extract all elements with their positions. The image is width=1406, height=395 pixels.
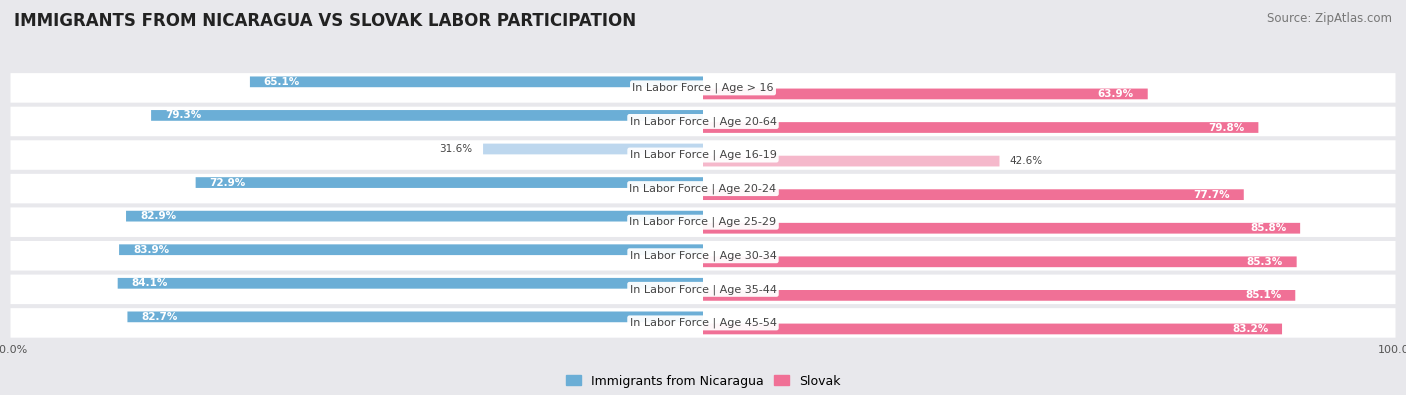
- Text: 82.7%: 82.7%: [142, 312, 177, 322]
- FancyBboxPatch shape: [118, 278, 703, 289]
- Text: In Labor Force | Age 45-54: In Labor Force | Age 45-54: [630, 318, 776, 328]
- Text: 85.1%: 85.1%: [1246, 290, 1281, 300]
- FancyBboxPatch shape: [150, 110, 703, 121]
- FancyBboxPatch shape: [703, 122, 1258, 133]
- Text: 82.9%: 82.9%: [141, 211, 176, 221]
- Text: 83.2%: 83.2%: [1232, 324, 1268, 334]
- FancyBboxPatch shape: [484, 144, 703, 154]
- FancyBboxPatch shape: [10, 207, 1396, 237]
- Text: In Labor Force | Age 35-44: In Labor Force | Age 35-44: [630, 284, 776, 295]
- Text: In Labor Force | Age > 16: In Labor Force | Age > 16: [633, 83, 773, 93]
- Text: 31.6%: 31.6%: [440, 144, 472, 154]
- FancyBboxPatch shape: [195, 177, 703, 188]
- Text: 85.8%: 85.8%: [1250, 223, 1286, 233]
- FancyBboxPatch shape: [10, 107, 1396, 136]
- Text: In Labor Force | Age 16-19: In Labor Force | Age 16-19: [630, 150, 776, 160]
- FancyBboxPatch shape: [128, 312, 703, 322]
- Text: In Labor Force | Age 30-34: In Labor Force | Age 30-34: [630, 250, 776, 261]
- FancyBboxPatch shape: [10, 73, 1396, 103]
- Text: In Labor Force | Age 20-64: In Labor Force | Age 20-64: [630, 116, 776, 127]
- Text: 84.1%: 84.1%: [132, 278, 167, 288]
- Text: 72.9%: 72.9%: [209, 178, 246, 188]
- FancyBboxPatch shape: [703, 223, 1301, 233]
- FancyBboxPatch shape: [10, 275, 1396, 304]
- Text: 42.6%: 42.6%: [1010, 156, 1043, 166]
- Text: 85.3%: 85.3%: [1247, 257, 1282, 267]
- Text: 79.8%: 79.8%: [1208, 122, 1244, 132]
- Text: Source: ZipAtlas.com: Source: ZipAtlas.com: [1267, 12, 1392, 25]
- Text: 79.3%: 79.3%: [165, 111, 201, 120]
- Text: In Labor Force | Age 25-29: In Labor Force | Age 25-29: [630, 217, 776, 228]
- Text: 65.1%: 65.1%: [264, 77, 299, 87]
- FancyBboxPatch shape: [703, 290, 1295, 301]
- FancyBboxPatch shape: [703, 256, 1296, 267]
- FancyBboxPatch shape: [703, 88, 1147, 99]
- Text: IMMIGRANTS FROM NICARAGUA VS SLOVAK LABOR PARTICIPATION: IMMIGRANTS FROM NICARAGUA VS SLOVAK LABO…: [14, 12, 636, 30]
- FancyBboxPatch shape: [127, 211, 703, 222]
- FancyBboxPatch shape: [703, 156, 1000, 166]
- Text: 83.9%: 83.9%: [134, 245, 169, 255]
- Legend: Immigrants from Nicaragua, Slovak: Immigrants from Nicaragua, Slovak: [561, 370, 845, 393]
- FancyBboxPatch shape: [250, 77, 703, 87]
- FancyBboxPatch shape: [703, 324, 1282, 334]
- FancyBboxPatch shape: [703, 189, 1244, 200]
- Text: 63.9%: 63.9%: [1098, 89, 1133, 99]
- FancyBboxPatch shape: [10, 140, 1396, 170]
- FancyBboxPatch shape: [10, 241, 1396, 271]
- FancyBboxPatch shape: [10, 174, 1396, 203]
- FancyBboxPatch shape: [10, 308, 1396, 338]
- Text: In Labor Force | Age 20-24: In Labor Force | Age 20-24: [630, 183, 776, 194]
- FancyBboxPatch shape: [120, 245, 703, 255]
- Text: 77.7%: 77.7%: [1194, 190, 1230, 199]
